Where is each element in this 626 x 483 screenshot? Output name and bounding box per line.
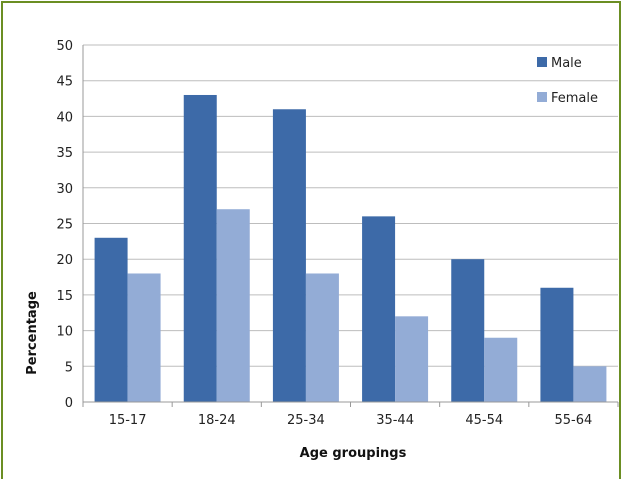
y-tick-label: 35 — [56, 146, 73, 161]
legend-label-female: Female — [551, 91, 598, 106]
y-tick-label: 50 — [56, 39, 73, 54]
y-tick-label: 5 — [65, 360, 73, 375]
x-axis-title: Age groupings — [300, 446, 407, 461]
bar-male-15-17 — [94, 237, 128, 402]
y-tick-label: 30 — [56, 182, 73, 197]
x-tick-label: 18-24 — [198, 413, 236, 428]
y-tick-label: 40 — [56, 110, 73, 125]
y-axis-title: Percentage — [25, 291, 40, 375]
y-tick-label: 20 — [56, 253, 73, 268]
y-tick-label: 15 — [56, 289, 73, 304]
legend-swatch-male — [537, 57, 547, 67]
bar-female-35-44 — [395, 316, 429, 402]
x-tick-label: 55-64 — [555, 413, 593, 428]
bar-male-18-24 — [183, 94, 217, 402]
y-tick-label: 0 — [65, 396, 73, 411]
y-tick-label: 45 — [56, 75, 73, 90]
x-tick-label: 35-44 — [376, 413, 414, 428]
x-tick-label: 15-17 — [109, 413, 147, 428]
bar-female-55-64 — [573, 366, 607, 402]
legend-label-male: Male — [551, 56, 582, 71]
legend: Male Female — [537, 56, 598, 106]
bar-female-18-24 — [216, 209, 250, 402]
bar-male-45-54 — [451, 259, 485, 402]
bar-male-55-64 — [540, 287, 574, 402]
bar-female-15-17 — [127, 273, 161, 402]
x-tick-label: 25-34 — [287, 413, 325, 428]
legend-swatch-female — [537, 92, 547, 102]
axes: 0 5 10 15 20 25 30 35 40 45 50 15-17 18-24 25-34 35-44… — [56, 39, 619, 428]
bar-female-45-54 — [484, 337, 518, 402]
y-tick-label: 25 — [56, 218, 73, 233]
bar-female-25-34 — [305, 273, 339, 402]
bar-male-35-44 — [362, 216, 396, 402]
bars — [94, 94, 607, 402]
bar-male-25-34 — [272, 109, 306, 402]
x-tick-label: 45-54 — [465, 413, 503, 428]
y-tick-label: 10 — [56, 325, 73, 340]
